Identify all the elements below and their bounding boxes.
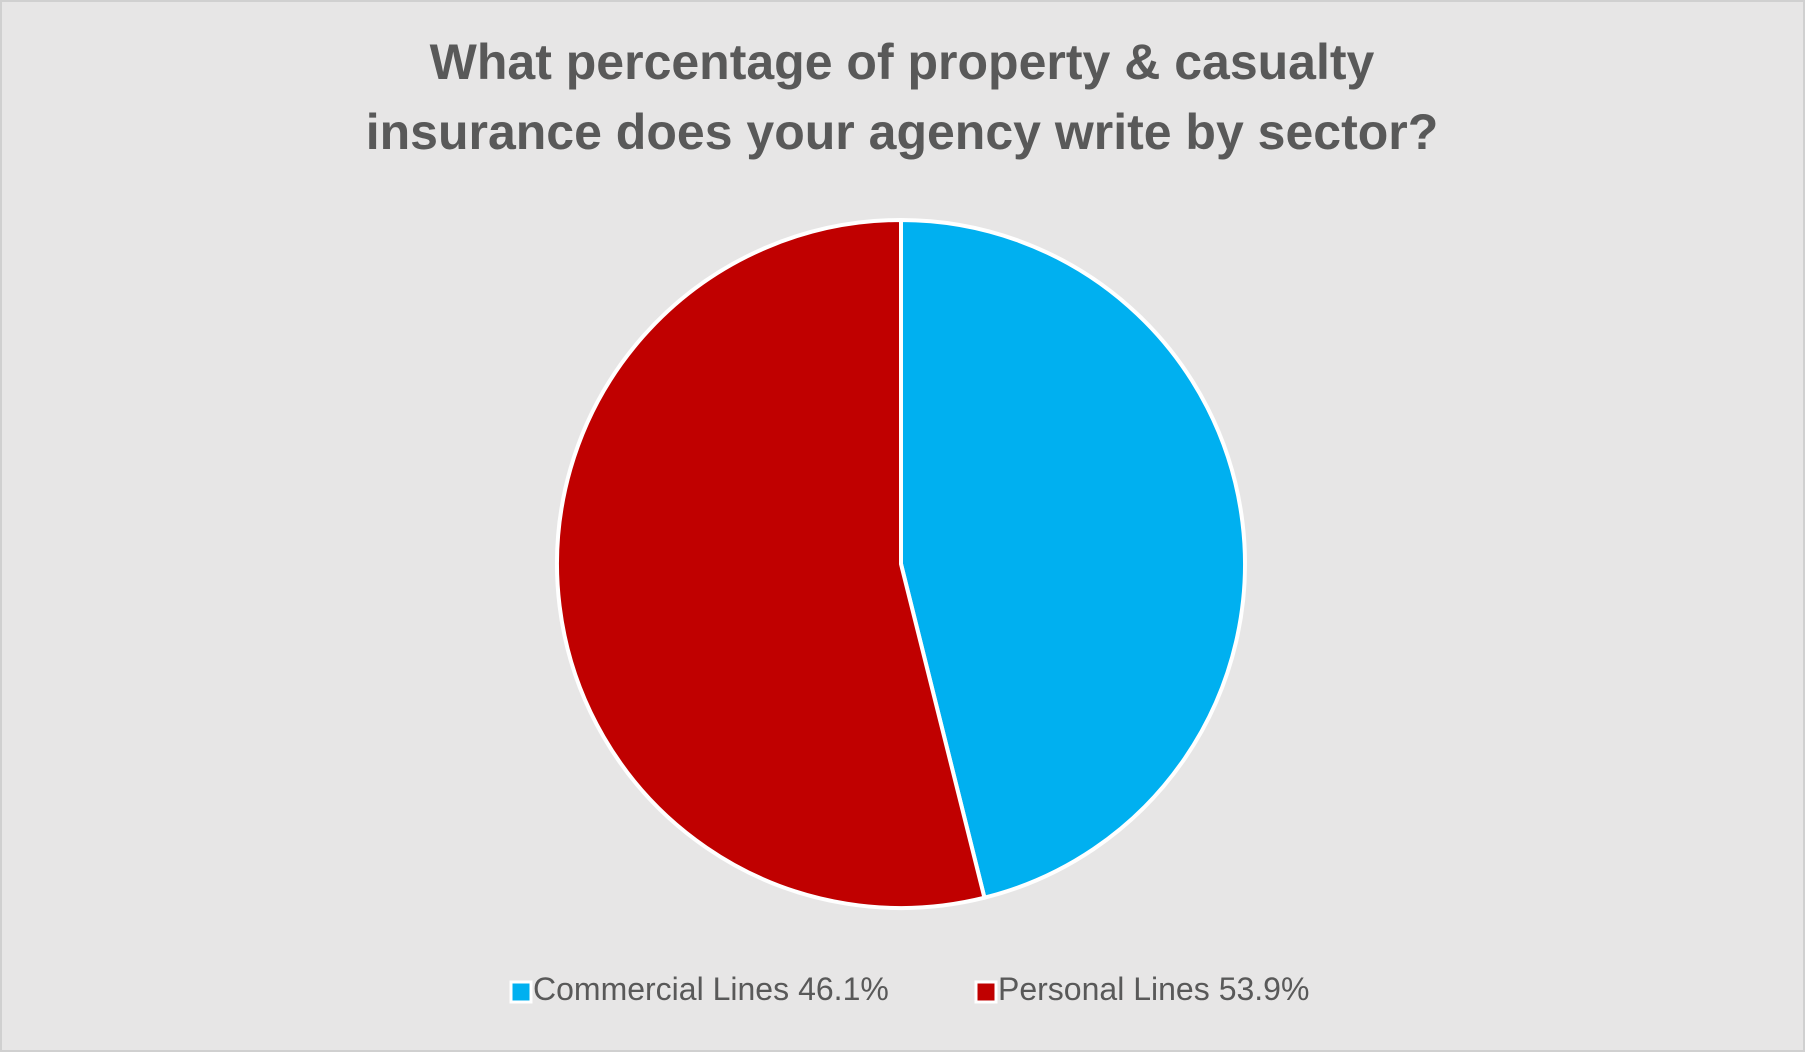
legend-value: 46.1% [798,971,889,1007]
legend-swatch [974,980,998,1004]
legend-category: Commercial Lines [533,971,789,1007]
legend-label: Commercial Lines 46.1% [533,971,889,1007]
chart-title: insurance does your agency write by sect… [366,104,1439,160]
legend-swatch [509,980,533,1004]
chart-title: What percentage of property & casualty [430,34,1375,90]
pie-slice [899,218,1247,900]
legend-label: Personal Lines 53.9% [998,971,1309,1007]
pie-slice [555,218,987,910]
legend-category: Personal Lines [998,971,1210,1007]
legend-value: 53.9% [1219,971,1310,1007]
